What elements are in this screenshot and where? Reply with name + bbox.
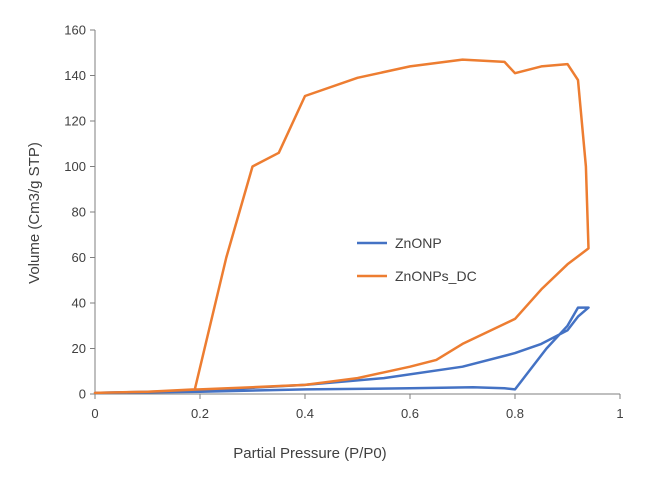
- x-axis-title: Partial Pressure (P/P0): [233, 445, 386, 462]
- y-tick-label: 140: [64, 68, 86, 83]
- legend: ZnONP ZnONPs_DC: [357, 235, 477, 284]
- y-tick-label: 80: [72, 205, 86, 220]
- y-tick-label: 100: [64, 159, 86, 174]
- y-tick-label: 60: [72, 250, 86, 265]
- x-tick-label: 0.4: [296, 406, 314, 421]
- x-tick-label: 0.2: [191, 406, 209, 421]
- x-tick-label: 0.6: [401, 406, 419, 421]
- series-line-znonp: [93, 306, 590, 395]
- y-tick-label: 20: [72, 341, 86, 356]
- y-tick-label: 120: [64, 114, 86, 129]
- series-line-znonps-dc: [93, 58, 590, 395]
- plot-area: 0 0.2 0.4 0.6 0.8 1 0 20 40 60 80 100 120 140 160: [64, 23, 623, 422]
- legend-label-znonps-dc: ZnONPs_DC: [395, 268, 477, 284]
- y-tick-label: 0: [79, 387, 86, 402]
- series-group: [93, 58, 590, 395]
- y-axis-title: Volume (Cm3/g STP): [26, 142, 43, 284]
- y-axis-ticks: 0 20 40 60 80 100 120 140 160: [64, 23, 95, 402]
- x-tick-label: 0.8: [506, 406, 524, 421]
- y-tick-label: 160: [64, 23, 86, 38]
- y-tick-label: 40: [72, 296, 86, 311]
- legend-label-znonp: ZnONP: [395, 235, 442, 251]
- x-tick-label: 0: [91, 406, 98, 421]
- x-axis-ticks: 0 0.2 0.4 0.6 0.8 1: [91, 394, 624, 421]
- x-tick-label: 1: [616, 406, 623, 421]
